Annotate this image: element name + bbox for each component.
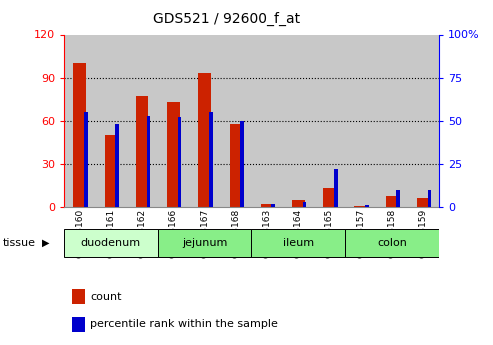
- Bar: [251, 34, 282, 207]
- Bar: [282, 34, 314, 207]
- Bar: [105, 135, 117, 207]
- Bar: [323, 188, 336, 207]
- Bar: [209, 112, 212, 207]
- Bar: [386, 196, 398, 207]
- Text: duodenum: duodenum: [81, 238, 141, 248]
- Bar: [167, 102, 179, 207]
- Bar: [261, 204, 273, 207]
- Bar: [146, 116, 150, 207]
- Bar: [136, 96, 148, 207]
- Text: percentile rank within the sample: percentile rank within the sample: [90, 319, 278, 329]
- Bar: [158, 229, 251, 257]
- Bar: [427, 190, 431, 207]
- Bar: [73, 63, 86, 207]
- Bar: [345, 229, 439, 257]
- Bar: [64, 34, 95, 207]
- Text: jejunum: jejunum: [182, 238, 227, 248]
- Bar: [71, 289, 85, 304]
- Bar: [64, 229, 158, 257]
- Text: ▶: ▶: [42, 238, 49, 248]
- Bar: [251, 229, 345, 257]
- Bar: [272, 204, 275, 207]
- Bar: [84, 112, 88, 207]
- Text: GDS521 / 92600_f_at: GDS521 / 92600_f_at: [153, 12, 300, 26]
- Bar: [303, 202, 306, 207]
- Bar: [408, 34, 439, 207]
- Bar: [158, 34, 189, 207]
- Bar: [396, 190, 400, 207]
- Bar: [417, 198, 429, 207]
- Bar: [127, 34, 158, 207]
- Text: ileum: ileum: [282, 238, 314, 248]
- Bar: [240, 121, 244, 207]
- Bar: [220, 34, 251, 207]
- Bar: [189, 34, 220, 207]
- Bar: [178, 117, 181, 207]
- Bar: [354, 206, 367, 207]
- Text: tissue: tissue: [2, 238, 35, 248]
- Bar: [345, 34, 376, 207]
- Bar: [334, 169, 338, 207]
- Bar: [198, 73, 211, 207]
- Bar: [115, 124, 119, 207]
- Bar: [292, 200, 305, 207]
- Bar: [71, 317, 85, 332]
- Bar: [376, 34, 408, 207]
- Bar: [230, 124, 242, 207]
- Bar: [314, 34, 345, 207]
- Bar: [365, 205, 369, 207]
- Text: count: count: [90, 292, 122, 302]
- Bar: [95, 34, 127, 207]
- Text: colon: colon: [377, 238, 407, 248]
